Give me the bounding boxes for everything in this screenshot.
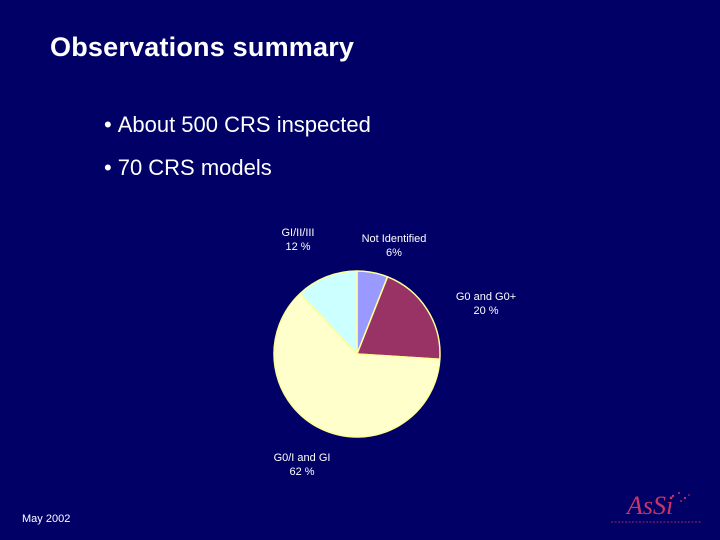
organization-logo: AsSi	[611, 491, 701, 523]
bullet-marker: •	[104, 155, 112, 180]
slide-title: Observations summary	[50, 32, 355, 62]
bullet-text: About 500 CRS inspected	[117, 112, 371, 137]
pie-data-label: G0/I and GI 62 %	[274, 452, 331, 478]
pie-labels: Not Identified 6% G0 and G0+ 20 % G0/I and G…	[274, 227, 517, 478]
bullet-item: • About 500 CRS inspected	[104, 112, 371, 138]
pie-slice	[356, 276, 441, 360]
bullet-marker: •	[104, 112, 112, 137]
bullet-item: • 70 CRS models	[104, 155, 272, 181]
pie-slice	[273, 292, 441, 438]
footer-date: May 2002	[22, 513, 71, 525]
pie-data-label: GI/II/III 12 %	[281, 227, 314, 253]
pie-data-label: G0 and G0+ 20 %	[456, 291, 516, 317]
pie-data-label: Not Identified 6%	[362, 233, 427, 259]
logo-wordmark: AsSi	[625, 491, 673, 520]
pie-slices	[273, 270, 441, 438]
bullet-text: 70 CRS models	[117, 155, 272, 180]
pie-slice	[299, 270, 358, 355]
